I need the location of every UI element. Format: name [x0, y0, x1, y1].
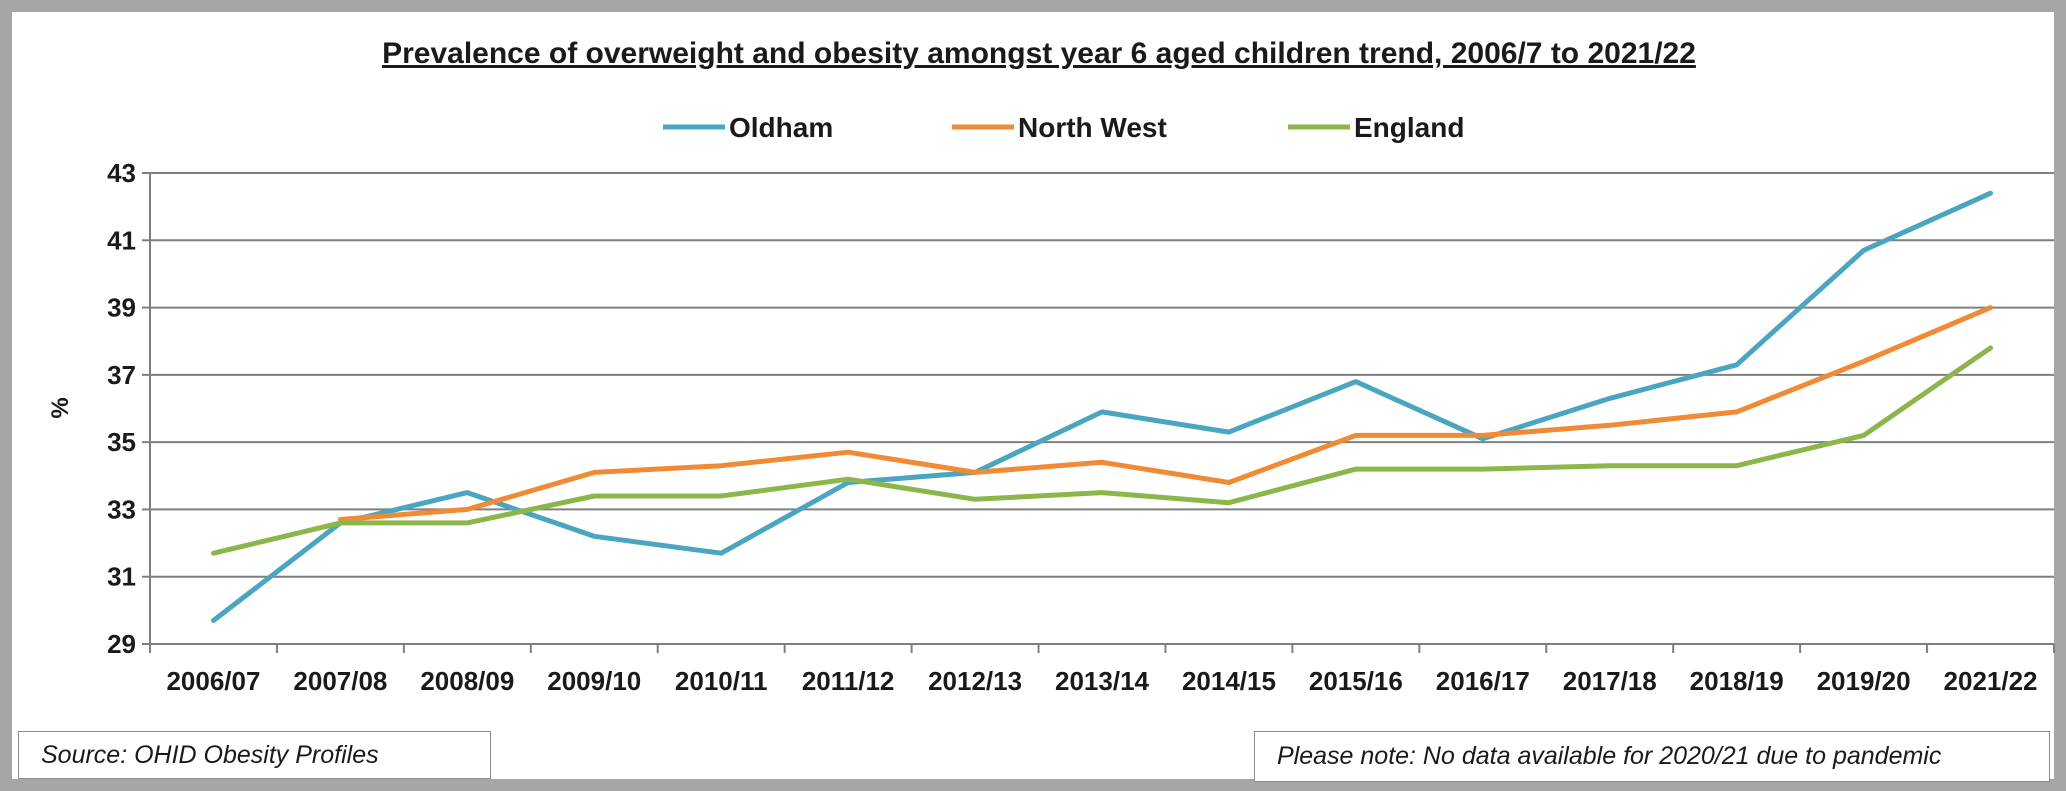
x-tick-label: 2021/22 — [1944, 666, 2038, 696]
x-tick-label: 2006/07 — [166, 666, 260, 696]
y-axis-label: % — [47, 397, 74, 418]
x-tick-labels: 2006/07 2007/08 2008/09 2009/10 2010/11 2011/… — [166, 666, 2037, 696]
legend-label: Oldham — [729, 112, 833, 143]
axes — [142, 172, 2055, 653]
y-tick-labels: 29 31 33 35 37 39 41 43 — [107, 158, 136, 659]
source-text: Source: OHID Obesity Profiles — [41, 740, 379, 769]
data-availability-note: Please note: No data available for 2020/… — [1254, 731, 2050, 782]
y-tick-label: 29 — [107, 629, 136, 659]
legend-label: North West — [1018, 112, 1167, 143]
source-note: Source: OHID Obesity Profiles — [18, 731, 491, 779]
x-tick-label: 2012/13 — [928, 666, 1022, 696]
y-tick-label: 33 — [107, 494, 136, 524]
x-tick-label: 2019/20 — [1817, 666, 1911, 696]
y-tick-label: 37 — [107, 360, 136, 390]
y-tick-label: 41 — [107, 225, 136, 255]
x-tick-label: 2009/10 — [547, 666, 641, 696]
legend: Oldham North West England — [663, 112, 1464, 143]
x-tick-label: 2007/08 — [293, 666, 387, 696]
legend-label: England — [1354, 112, 1464, 143]
y-tick-label: 43 — [107, 158, 136, 188]
series-line-north-west — [337, 305, 1993, 522]
gridlines — [150, 172, 2054, 578]
y-tick-label: 39 — [107, 293, 136, 323]
x-tick-label: 2014/15 — [1182, 666, 1276, 696]
x-tick-label: 2011/12 — [802, 666, 895, 696]
x-tick-label: 2016/17 — [1436, 666, 1530, 696]
x-tick-label: 2015/16 — [1309, 666, 1403, 696]
x-tick-label: 2010/11 — [675, 666, 768, 696]
x-tick-label: 2013/14 — [1055, 666, 1150, 696]
y-tick-label: 35 — [107, 427, 136, 457]
x-tick-label: 2018/19 — [1690, 666, 1784, 696]
chart-title: Prevalence of overweight and obesity amo… — [382, 37, 1696, 70]
y-tick-label: 31 — [107, 562, 136, 592]
x-tick-label: 2008/09 — [420, 666, 514, 696]
series-line-oldham — [211, 190, 1993, 623]
x-tick-label: 2017/18 — [1563, 666, 1657, 696]
series-line-england — [211, 345, 1993, 556]
series-lines — [211, 190, 1993, 623]
note-text: Please note: No data available for 2020/… — [1277, 742, 1942, 770]
